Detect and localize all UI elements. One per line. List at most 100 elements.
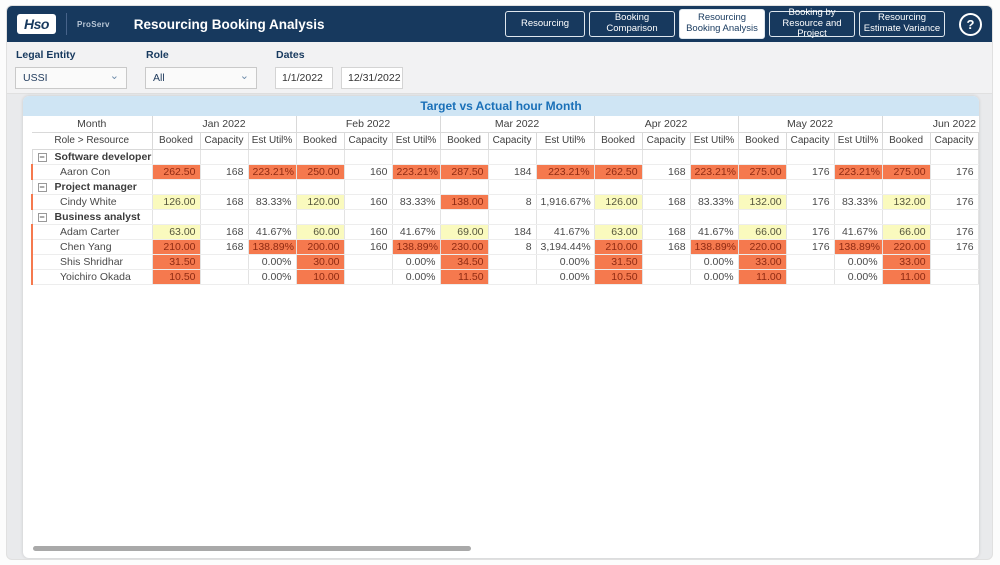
nav-button-2[interactable]: Resourcing Booking Analysis bbox=[679, 9, 765, 39]
legal-entity-dropdown[interactable]: USSI ⌄ bbox=[15, 67, 127, 89]
cell-capacity: 168 bbox=[199, 239, 248, 255]
cell-capacity: 176 bbox=[929, 164, 979, 180]
cell-est-util: 0.00% bbox=[689, 269, 739, 285]
cell-capacity bbox=[487, 254, 537, 270]
cell-capacity: 168 bbox=[641, 164, 691, 180]
collapse-icon[interactable]: − bbox=[37, 211, 47, 222]
metric-header: Booked bbox=[295, 132, 344, 150]
cell-booked: 31.50 bbox=[593, 254, 643, 270]
resource-name-cell: Chen Yang bbox=[31, 239, 152, 255]
metric-header: Booked bbox=[439, 132, 489, 150]
cell-booked: 11.50 bbox=[439, 269, 489, 285]
metric-header: Est Util% bbox=[833, 132, 883, 150]
cell-capacity bbox=[343, 269, 392, 285]
cell-est-util: 0.00% bbox=[833, 254, 883, 270]
empty-cell bbox=[151, 149, 200, 165]
cell-capacity bbox=[343, 254, 392, 270]
cell-booked: 66.00 bbox=[737, 224, 787, 240]
help-icon[interactable]: ? bbox=[959, 12, 982, 36]
date-start-input[interactable]: 1/1/2022 bbox=[275, 67, 333, 89]
cell-booked: 69.00 bbox=[439, 224, 489, 240]
empty-cell bbox=[929, 179, 979, 195]
cell-capacity: 168 bbox=[199, 194, 248, 210]
cell-est-util: 138.89% bbox=[247, 239, 296, 255]
nav-button-1[interactable]: Booking Comparison bbox=[589, 11, 675, 37]
cell-est-util: 223.21% bbox=[247, 164, 296, 180]
cell-booked: 210.00 bbox=[593, 239, 643, 255]
empty-cell bbox=[391, 209, 441, 225]
cell-est-util: 41.67% bbox=[689, 224, 739, 240]
cell-capacity bbox=[199, 254, 248, 270]
cell-capacity bbox=[641, 269, 691, 285]
cell-est-util: 223.21% bbox=[535, 164, 595, 180]
dates-filter: Dates 1/1/2022 12/31/2022 bbox=[275, 47, 403, 93]
metric-header: Est Util% bbox=[689, 132, 739, 150]
cell-capacity: 8 bbox=[487, 239, 537, 255]
cell-booked: 10.50 bbox=[593, 269, 643, 285]
cell-est-util bbox=[977, 254, 979, 270]
empty-cell bbox=[295, 209, 344, 225]
empty-cell bbox=[535, 149, 595, 165]
month-header: Feb 2022 bbox=[295, 116, 441, 133]
cell-booked: 126.00 bbox=[151, 194, 200, 210]
header-divider bbox=[65, 13, 67, 35]
metric-header: Capacity bbox=[487, 132, 537, 150]
cell-est-util: 0.00% bbox=[391, 269, 441, 285]
cell-capacity bbox=[785, 254, 835, 270]
cell-capacity: 176 bbox=[785, 239, 835, 255]
empty-cell bbox=[439, 209, 489, 225]
cell-est-util: 1,916.67% bbox=[535, 194, 595, 210]
metric-header: Capacity bbox=[343, 132, 392, 150]
resource-name-cell: Adam Carter bbox=[31, 224, 152, 240]
cell-est-util: 138.89% bbox=[391, 239, 441, 255]
cell-est-util: 41.67% bbox=[391, 224, 441, 240]
horizontal-scrollbar-thumb[interactable] bbox=[33, 546, 471, 551]
cell-booked: 33.00 bbox=[881, 254, 931, 270]
empty-cell bbox=[535, 209, 595, 225]
cell-est-util: 0.00% bbox=[247, 254, 296, 270]
cell-est-util: 223.21% bbox=[391, 164, 441, 180]
resource-row: Aaron Con 262.50 168 223.21% 250.00 160 223.21… bbox=[31, 164, 979, 180]
collapse-icon[interactable]: − bbox=[37, 181, 47, 192]
metric-header: Capacity bbox=[199, 132, 248, 150]
cell-est-util: 83.33% bbox=[247, 194, 296, 210]
cell-capacity: 176 bbox=[929, 224, 979, 240]
resource-row: Chen Yang 210.00 168 138.89% 200.00 160 138.89… bbox=[31, 239, 979, 255]
nav-button-3[interactable]: Booking by Resource and Project bbox=[769, 7, 855, 39]
metric-header: Booked bbox=[881, 132, 931, 150]
metric-header: Capacity bbox=[929, 132, 979, 150]
collapse-icon[interactable]: − bbox=[37, 151, 47, 162]
cell-est-util: 3,194.44% bbox=[535, 239, 595, 255]
cell-booked: 10.00 bbox=[295, 269, 344, 285]
role-dropdown[interactable]: All ⌄ bbox=[145, 67, 257, 89]
cell-capacity: 168 bbox=[641, 239, 691, 255]
app-window: Hso ProServ Resourcing Booking Analysis … bbox=[6, 5, 993, 560]
empty-cell bbox=[929, 209, 979, 225]
nav-button-4[interactable]: Resourcing Estimate Variance bbox=[859, 11, 945, 37]
metric-header: Est Util% bbox=[391, 132, 441, 150]
cell-booked: 63.00 bbox=[151, 224, 200, 240]
empty-cell bbox=[881, 149, 931, 165]
date-end-input[interactable]: 12/31/2022 bbox=[341, 67, 403, 89]
empty-cell bbox=[641, 149, 691, 165]
cell-booked: 120.00 bbox=[295, 194, 344, 210]
empty-cell bbox=[833, 179, 883, 195]
empty-cell bbox=[737, 149, 787, 165]
cell-booked: 126.00 bbox=[593, 194, 643, 210]
empty-cell bbox=[929, 149, 979, 165]
empty-cell bbox=[641, 209, 691, 225]
empty-cell bbox=[689, 149, 739, 165]
empty-cell bbox=[641, 179, 691, 195]
empty-cell bbox=[343, 149, 392, 165]
cell-est-util bbox=[977, 239, 979, 255]
cell-booked: 220.00 bbox=[737, 239, 787, 255]
empty-cell bbox=[487, 149, 537, 165]
group-label: Software developer bbox=[54, 151, 152, 163]
nav-button-0[interactable]: Resourcing bbox=[505, 11, 585, 37]
cell-est-util: 223.21% bbox=[833, 164, 883, 180]
cell-booked: 11.00 bbox=[737, 269, 787, 285]
cell-booked: 132.00 bbox=[737, 194, 787, 210]
resource-row: Adam Carter 63.00 168 41.67% 60.00 160 41.67% 6… bbox=[31, 224, 979, 240]
cell-est-util: 138.89% bbox=[833, 239, 883, 255]
empty-cell bbox=[199, 209, 248, 225]
